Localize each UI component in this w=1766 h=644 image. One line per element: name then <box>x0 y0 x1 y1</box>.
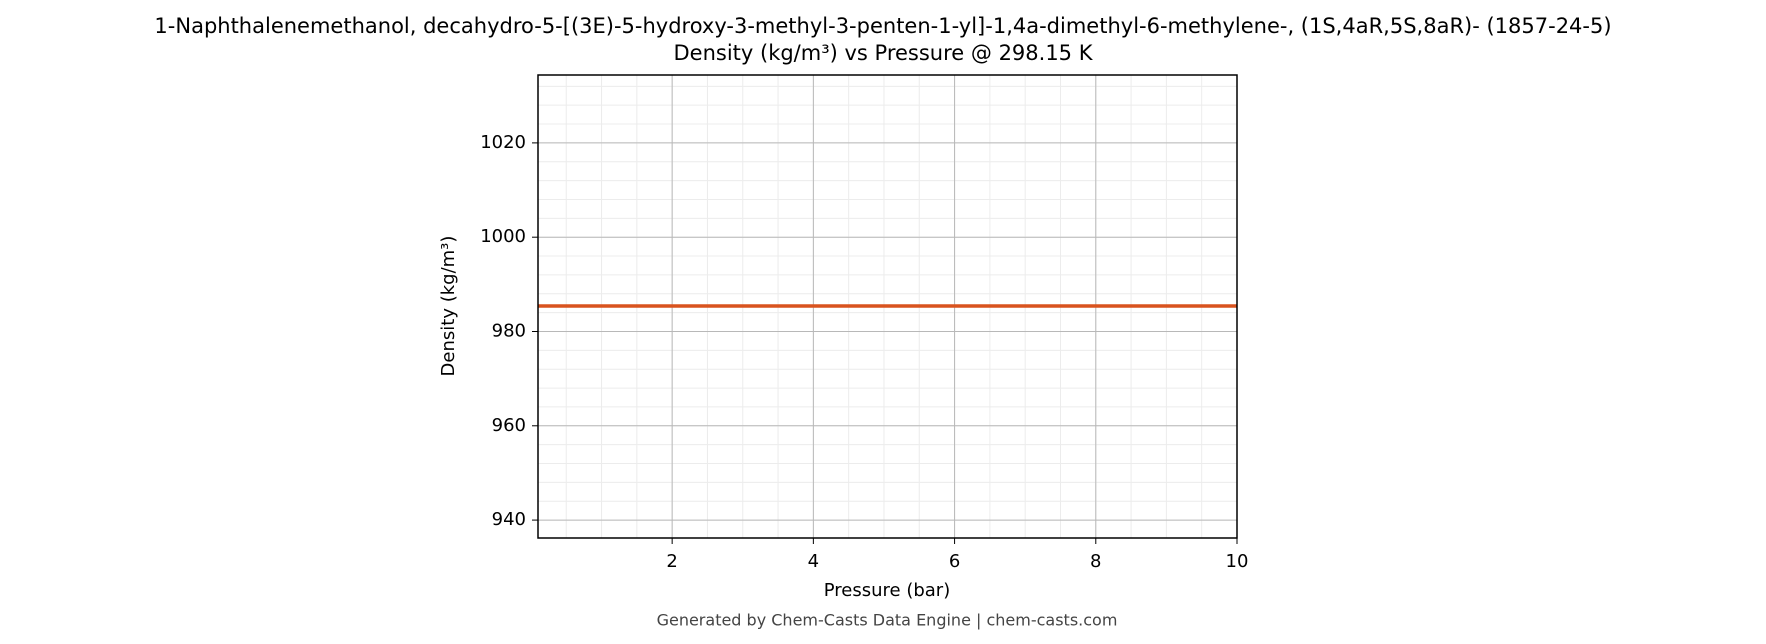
x-axis-label: Pressure (bar) <box>824 580 950 601</box>
x-tick-label: 6 <box>949 551 960 572</box>
x-tick-label: 8 <box>1090 551 1101 572</box>
x-tick-label: 4 <box>808 551 819 572</box>
x-tick-label: 2 <box>666 551 677 572</box>
plot-frame <box>537 74 1238 539</box>
x-tick-label: 10 <box>1226 551 1249 572</box>
y-tick-label: 940 <box>492 509 526 530</box>
y-axis-label: Density (kg/m³) <box>438 236 459 377</box>
chart-title: 1-Naphthalenemethanol, decahydro-5-[(3E)… <box>154 14 1611 38</box>
chart-subtitle: Density (kg/m³) vs Pressure @ 298.15 K <box>673 41 1093 65</box>
y-tick-label: 1000 <box>480 226 526 247</box>
footer: Generated by Chem-Casts Data Engine | ch… <box>657 611 1118 630</box>
y-tick-label: 980 <box>492 320 526 341</box>
y-tick-label: 1020 <box>480 132 526 153</box>
y-tick-label: 960 <box>492 415 526 436</box>
